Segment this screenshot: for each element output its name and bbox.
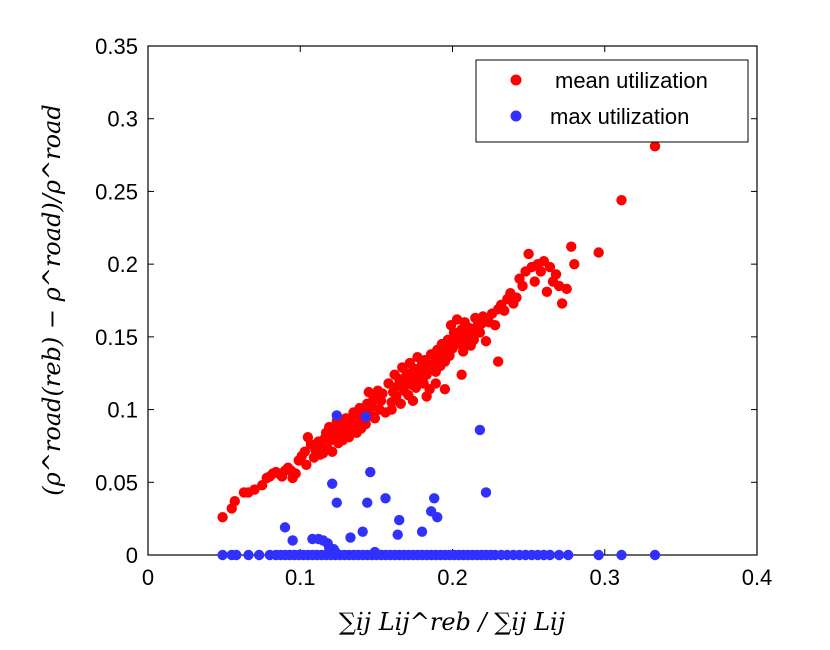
mean-utilization-point xyxy=(456,369,467,380)
x-tick-label: 0.3 xyxy=(589,565,620,590)
max-utilization-point xyxy=(287,535,298,546)
mean-utilization-point xyxy=(561,283,572,295)
mean-utilization-point xyxy=(383,378,394,389)
max-utilization-point xyxy=(432,511,443,523)
max-utilization-point xyxy=(331,410,342,421)
max-utilization-point xyxy=(593,549,604,561)
mean-utilization-point xyxy=(334,432,346,443)
mean-utilization-point xyxy=(489,320,501,331)
mean-utilization-point xyxy=(616,194,627,206)
mean-utilization-point xyxy=(593,247,604,258)
mean-utilization-point xyxy=(377,388,388,399)
max-utilization-point xyxy=(392,529,403,540)
max-utilization-point xyxy=(369,546,381,558)
mean-utilization-point xyxy=(511,292,522,303)
mean-utilization-point xyxy=(468,334,480,345)
y-tick-label: 0.15 xyxy=(95,325,138,350)
max-utilization-point xyxy=(357,526,368,537)
mean-utilization-point xyxy=(421,391,432,402)
max-utilization-point xyxy=(217,549,228,561)
max-utilization-point xyxy=(563,549,574,561)
mean-utilization-point xyxy=(299,446,311,457)
mean-utilization-point xyxy=(499,305,510,316)
mean-utilization-point xyxy=(492,356,504,367)
mean-utilization-point xyxy=(317,448,329,459)
max-utilization-point xyxy=(279,522,291,533)
mean-utilization-point xyxy=(550,269,562,280)
mean-utilization-point xyxy=(535,266,547,277)
mean-utilization-point xyxy=(569,258,580,270)
max-utilization-point xyxy=(365,466,376,478)
mean-utilization-point xyxy=(327,446,338,457)
mean-utilization-point xyxy=(566,241,577,252)
x-axis-title: ∑ij Lij^reb / ∑ij Lij xyxy=(339,608,566,636)
legend-label-max-utilization: max utilization xyxy=(550,104,689,129)
mean-utilization-point xyxy=(290,468,301,479)
max-utilization-point xyxy=(416,526,428,537)
legend: mean utilization max utilization xyxy=(475,59,749,143)
max-utilization-point xyxy=(327,478,338,489)
mean-utilization-point xyxy=(349,420,361,431)
y-tick-label: 0 xyxy=(126,543,138,568)
max-utilization-point xyxy=(330,546,341,558)
mean-utilization-point xyxy=(480,336,492,347)
max-utilization-point xyxy=(616,549,627,561)
max-utilization-point xyxy=(474,424,486,436)
max-utilization-point xyxy=(553,549,565,561)
max-utilization-point xyxy=(362,497,373,508)
mean-utilization-point xyxy=(544,261,556,273)
mean-utilization-point xyxy=(474,327,486,338)
mean-utilization-point xyxy=(649,141,661,152)
ticks: 0 0.1 0.2 0.3 0.4 0 0.05 0.1 0.15 0.2 0.25 0.3 0.35 xyxy=(95,34,772,590)
x-tick-label: 0.2 xyxy=(437,565,468,590)
mean-utilization-point xyxy=(541,286,553,297)
mean-utilization-point xyxy=(360,418,371,430)
max-utilization-point xyxy=(394,514,405,526)
mean-utilization-point xyxy=(523,248,534,260)
max-utilization-point xyxy=(480,487,492,498)
x-tick-label: 0.1 xyxy=(285,565,316,590)
y-tick-label: 0.25 xyxy=(95,179,138,204)
mean-utilization-point xyxy=(249,484,260,495)
mean-utilization-point xyxy=(368,411,379,423)
legend-marker-max-utilization xyxy=(510,110,522,122)
mean-utilization-point xyxy=(439,384,451,395)
max-utilization-point xyxy=(649,549,661,561)
mean-utilization-point xyxy=(517,280,528,292)
mean-utilization-point xyxy=(457,346,469,357)
mean-utilization-point xyxy=(407,395,419,407)
legend-box xyxy=(475,59,749,143)
max-utilization-point xyxy=(231,549,242,561)
y-tick-label: 0.3 xyxy=(107,107,138,132)
mean-utilization-point xyxy=(301,459,312,471)
max-utilization-point xyxy=(360,411,371,423)
x-tick-label: 0.4 xyxy=(742,565,773,590)
mean-utilization-point xyxy=(430,378,441,389)
data-points xyxy=(217,141,661,561)
mean-utilization-point xyxy=(395,398,406,409)
max-utilization-point xyxy=(380,493,391,504)
legend-label-mean-utilization: mean utilization xyxy=(555,68,708,93)
y-tick-label: 0.35 xyxy=(95,34,138,59)
max-utilization-point xyxy=(429,493,440,504)
max-utilization-point xyxy=(345,532,356,543)
legend-marker-mean-utilization xyxy=(510,74,522,86)
max-utilization-point xyxy=(331,497,342,508)
mean-utilization-point xyxy=(386,404,397,415)
mean-utilization-point xyxy=(217,511,228,523)
mean-utilization-point xyxy=(529,276,540,287)
y-tick-label: 0.05 xyxy=(95,470,138,495)
max-utilization-point xyxy=(243,549,254,561)
mean-utilization-point xyxy=(556,298,568,309)
y-tick-label: 0.1 xyxy=(107,398,138,423)
y-axis-title: (ρ^road(reb) − ρ^road)/ρ^road xyxy=(38,104,66,495)
mean-utilization-point xyxy=(229,495,240,507)
max-utilization-point xyxy=(544,549,556,561)
y-tick-label: 0.2 xyxy=(107,252,138,277)
max-utilization-point xyxy=(253,549,265,561)
x-tick-label: 0 xyxy=(142,565,154,590)
